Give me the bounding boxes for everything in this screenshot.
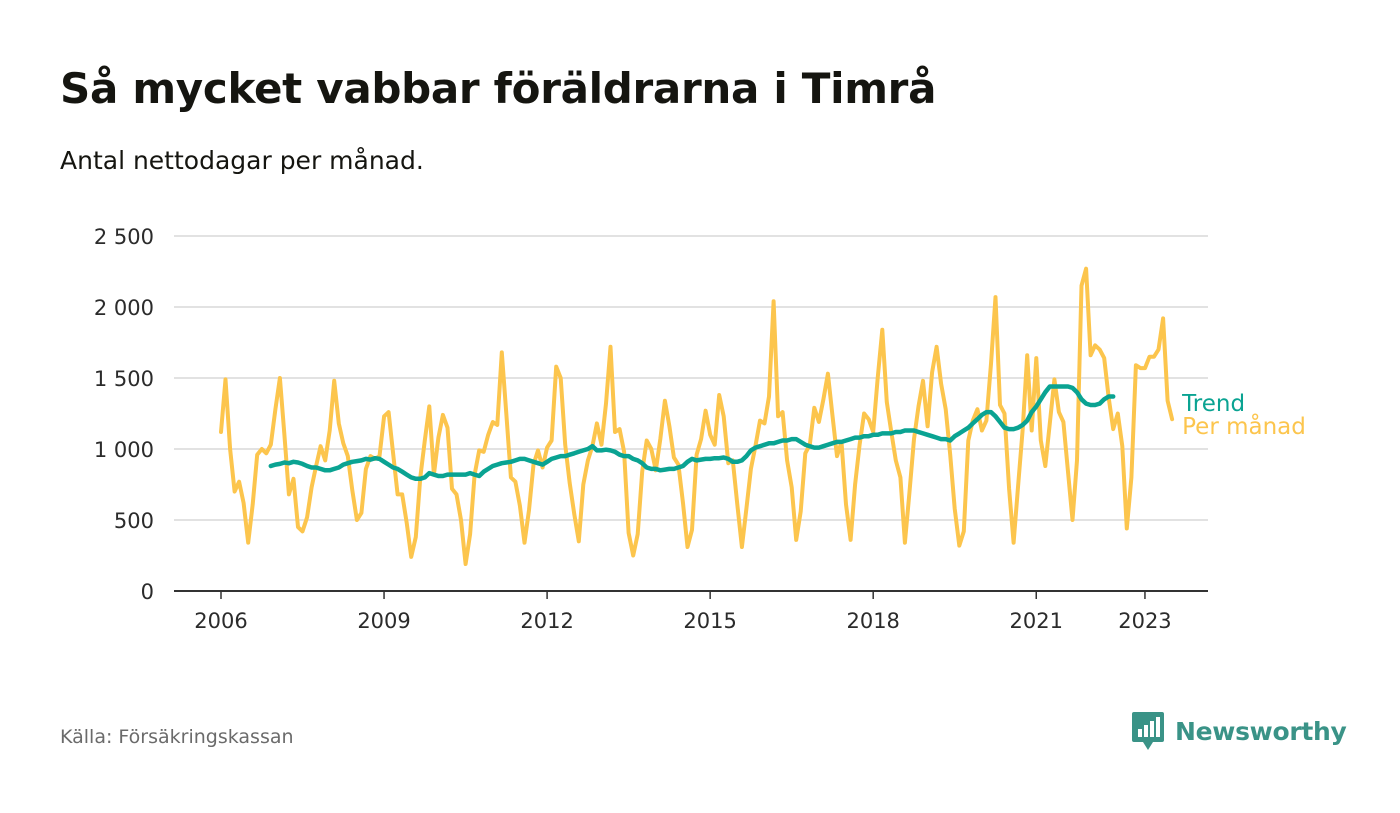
- x-tick-label: 2006: [194, 609, 247, 633]
- gridlines: [174, 235, 1208, 521]
- trend-line: [268, 384, 1116, 482]
- per-month-label: Per månad: [1182, 412, 1306, 440]
- trend-label: Trend: [1181, 391, 1245, 417]
- y-tick-label: 500: [114, 509, 154, 533]
- y-tick-label: 2 000: [94, 296, 154, 320]
- x-tick-label: 2023: [1118, 609, 1171, 633]
- newsworthy-logo[interactable]: Newsworthy: [1131, 710, 1347, 752]
- y-tick-label: 2 500: [94, 225, 154, 249]
- chart-subtitle: Antal nettodagar per månad.: [60, 146, 424, 175]
- monthly-line: [219, 266, 1175, 566]
- x-tick-label: 2021: [1010, 609, 1063, 633]
- y-axis: 0 500 1 000 1 500 2 000 2 500: [94, 225, 154, 604]
- x-tick-label: 2012: [520, 609, 573, 633]
- y-tick-label: 1 000: [94, 438, 154, 462]
- chart-title: Så mycket vabbar föräldrarna i Timrå: [60, 64, 937, 113]
- x-axis: 2006 2009 2012 2015 2018 2021 2023: [174, 590, 1208, 633]
- bar-chart-bubble-icon: [1132, 712, 1164, 750]
- x-tick-label: 2018: [846, 609, 899, 633]
- source-note: Källa: Försäkringskassan: [60, 726, 294, 748]
- x-tick-label: 2009: [357, 609, 410, 633]
- brand-name: Newsworthy: [1175, 716, 1347, 746]
- y-tick-label: 1 500: [94, 367, 154, 391]
- x-tick-label: 2015: [683, 609, 736, 633]
- series-lines: [219, 266, 1175, 566]
- y-tick-label: 0: [141, 580, 154, 604]
